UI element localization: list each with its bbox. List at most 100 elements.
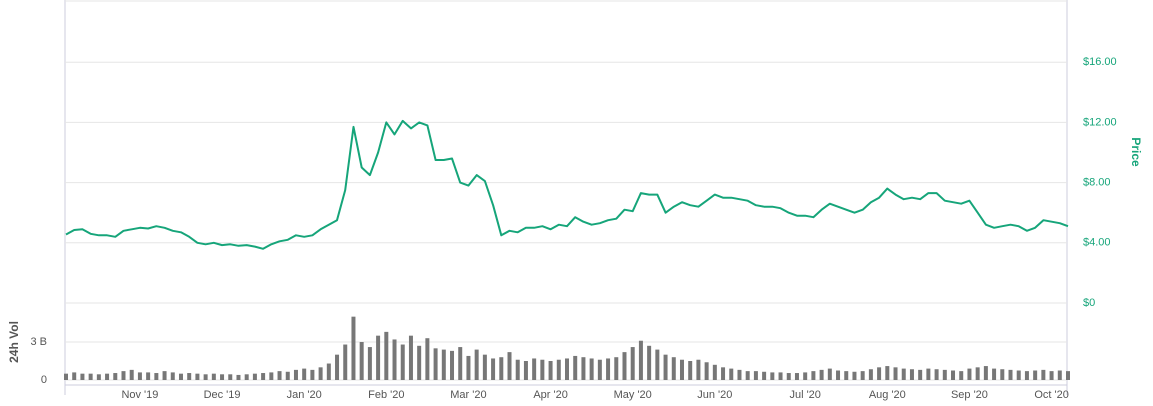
volume-bar (154, 373, 159, 380)
volume-bar (88, 373, 93, 380)
volume-bar (335, 354, 340, 380)
volume-bar (573, 355, 578, 380)
volume-bar (96, 374, 101, 380)
volume-bar (121, 371, 126, 380)
x-tick-label: Apr '20 (533, 389, 568, 401)
volume-bar (852, 371, 857, 380)
volume-bar (170, 372, 175, 380)
volume-axis-label: 24h Vol (7, 321, 21, 363)
volume-bar (671, 357, 676, 380)
volume-bar (458, 347, 463, 380)
volume-bar (1016, 370, 1021, 380)
volume-bar (146, 372, 151, 380)
x-tick-label: Sep '20 (951, 389, 988, 401)
volume-bar (417, 345, 422, 380)
volume-bar (408, 335, 413, 380)
volume-bar (277, 371, 282, 380)
volume-bar (630, 347, 635, 380)
volume-bar (959, 371, 964, 380)
volume-bar (647, 345, 652, 380)
y-tick-label: $16.00 (1083, 56, 1117, 68)
volume-bar (203, 374, 208, 380)
x-tick-label: May '20 (614, 389, 652, 401)
volume-bar (499, 357, 504, 380)
volume-bar (606, 358, 611, 380)
x-tick-label: Jun '20 (697, 389, 732, 401)
volume-bar (934, 369, 939, 380)
volume-bar (737, 369, 742, 380)
volume-bar (803, 372, 808, 380)
y-tick-label: $0 (1083, 297, 1095, 309)
volume-bar (367, 347, 372, 380)
volume-bar (638, 340, 643, 380)
volume-bar (466, 355, 471, 380)
volume-bar (745, 371, 750, 380)
volume-bar (236, 374, 241, 380)
volume-bar (507, 352, 512, 380)
volume-bar (269, 372, 274, 380)
volume-bar (1049, 371, 1054, 380)
volume-bar (860, 371, 865, 380)
volume-bar (926, 368, 931, 380)
volume-bar (261, 373, 266, 380)
volume-bar (983, 366, 988, 380)
volume-bar (1057, 370, 1062, 380)
y-tick-label: 3 B (30, 336, 47, 348)
price-line (65, 119, 1069, 250)
x-tick-label: Dec '19 (204, 389, 241, 401)
volume-bar (712, 364, 717, 380)
volume-bar (688, 361, 693, 380)
volume-bar (721, 367, 726, 380)
price-axis-label: Price (1129, 137, 1143, 167)
volume-bar (482, 354, 487, 380)
volume-bar (992, 368, 997, 380)
volume-bar (285, 371, 290, 380)
volume-bar (827, 368, 832, 380)
volume-bar (515, 359, 520, 380)
volume-bar (343, 344, 348, 380)
volume-bar (376, 335, 381, 380)
volume-bar (1066, 371, 1070, 380)
volume-bar (384, 331, 389, 380)
volume-bar (679, 359, 684, 380)
y-tick-label: $12.00 (1083, 116, 1117, 128)
x-tick-label: Feb '20 (368, 389, 404, 401)
volume-bar (868, 369, 873, 380)
volume-bar (80, 373, 85, 380)
volume-bar (622, 352, 627, 380)
volume-bar (1008, 369, 1013, 380)
volume-bar (211, 373, 216, 380)
volume-bar (326, 363, 331, 380)
volume-bar (589, 358, 594, 380)
volume-bar (655, 349, 660, 380)
volume-bar (548, 361, 553, 380)
y-tick-label: $8.00 (1083, 177, 1111, 189)
volume-bar (786, 373, 791, 380)
volume-bar (967, 368, 972, 380)
volume-bar (893, 367, 898, 380)
volume-bar (302, 368, 307, 380)
volume-bar (942, 369, 947, 380)
volume-bar (244, 374, 249, 380)
volume-bar (614, 357, 619, 380)
y-tick-label: $4.00 (1083, 237, 1111, 249)
volume-bar (532, 358, 537, 380)
volume-bar (72, 372, 77, 380)
volume-bar (351, 316, 356, 380)
volume-bar (1000, 369, 1005, 380)
volume-bar (836, 370, 841, 380)
volume-bar (696, 359, 701, 380)
x-tick-label: Aug '20 (869, 389, 906, 401)
volume-bar (293, 369, 298, 380)
volume-bar (794, 373, 799, 380)
volume-bar (491, 358, 496, 380)
volume-bar (318, 367, 323, 380)
volume-bar (220, 374, 225, 380)
x-tick-label: Mar '20 (450, 389, 486, 401)
volume-bar (162, 371, 167, 380)
volume-bar (433, 348, 438, 380)
x-tick-label: Jul '20 (789, 389, 820, 401)
volume-bar (310, 369, 315, 380)
volume-bar (819, 369, 824, 380)
